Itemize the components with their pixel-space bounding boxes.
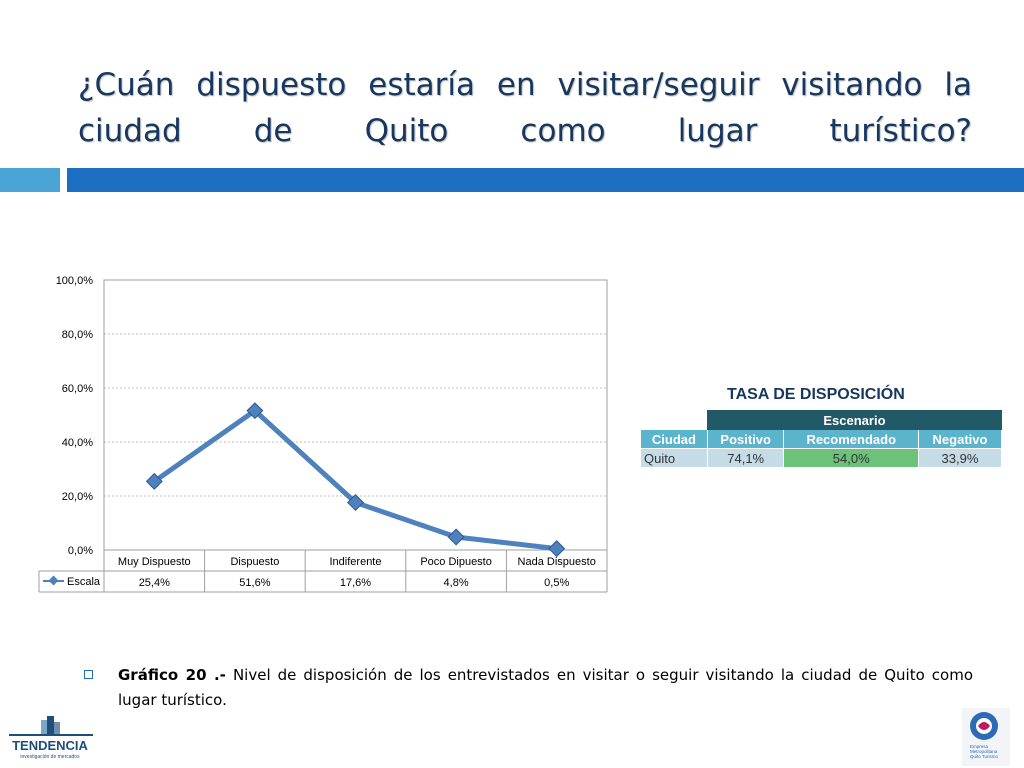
tasa-header-row: Ciudad Positivo Recomendado Negativo (640, 429, 1003, 449)
data-label: 4,8% (444, 577, 469, 589)
legend-marker-icon (48, 575, 59, 586)
data-point (145, 472, 163, 490)
data-label: 51,6% (239, 577, 270, 589)
y-tick-label: 0,0% (68, 545, 93, 557)
tasa-header-recomendado: Recomendado (783, 429, 919, 449)
series-escala (145, 402, 566, 558)
x-category-label: Indiferente (330, 556, 382, 568)
tasa-escenario-header: Escenario (706, 410, 1003, 430)
data-label: 25,4% (139, 577, 170, 589)
tasa-header-negativo: Negativo (917, 429, 1003, 449)
quito-logo-line-2: Metropolitana (970, 749, 998, 754)
slide-title: ¿Cuán dispuesto estaría en visitar/segui… (78, 67, 972, 149)
y-tick-label: 100,0% (56, 275, 94, 287)
tendencia-logo: TENDENCIA investigación de mercados (9, 716, 93, 760)
caption-text: Nivel de disposición de los entrevistado… (118, 666, 974, 709)
tendencia-logo-subtitle: investigación de mercados (20, 754, 80, 760)
tasa-escenario-row: Escenario (641, 410, 1003, 430)
tasa-header-ciudad: Ciudad (640, 429, 708, 449)
series-line (151, 408, 560, 552)
tendencia-logo-name: TENDENCIA (12, 738, 88, 753)
x-category-label: Poco Dipuesto (420, 556, 492, 568)
y-tick-label: 80,0% (62, 329, 93, 341)
data-point (347, 493, 364, 511)
tasa-recomendado: 54,0% (783, 448, 919, 468)
title-accent-bar-small (0, 168, 60, 192)
quito-logo-line-3: Quito Turismo (970, 754, 999, 759)
chart-caption: Gráfico 20 .- Nivel de disposición de lo… (118, 663, 973, 713)
chart-data-table: Muy Dispuesto Dispuesto Indiferente Poco Di… (38, 549, 608, 593)
title-accent-bar (67, 168, 1024, 192)
data-label: 0,5% (544, 577, 569, 589)
chart-grid (104, 333, 607, 497)
tasa-header-positivo: Positivo (706, 429, 785, 449)
data-point (447, 528, 465, 546)
y-axis-ticks: 0,0% 20,0% 40,0% 60,0% 80,0% 100,0% (56, 275, 94, 557)
y-tick-label: 20,0% (62, 491, 93, 503)
x-category-label: Nada Dispuesto (518, 556, 596, 568)
x-category-label: Dispuesto (230, 556, 279, 568)
caption-bold: Gráfico 20 .- (118, 666, 226, 684)
tasa-negativo: 33,9% (917, 448, 1003, 468)
tasa-positivo: 74,1% (706, 448, 785, 468)
y-tick-label: 60,0% (62, 383, 93, 395)
quito-logo-line-1: Empresa (970, 744, 989, 749)
data-label: 17,6% (340, 577, 371, 589)
legend-label: Escala (67, 576, 101, 588)
tasa-table: Escenario Ciudad Positivo Recomendado Ne… (640, 410, 1003, 468)
tasa-title: TASA DE DISPOSICIÓN (727, 386, 905, 403)
data-point (246, 402, 264, 420)
y-tick-label: 40,0% (62, 437, 93, 449)
data-point (548, 540, 566, 558)
tasa-empty-cell (641, 411, 708, 430)
tasa-data-row: Quito 74,1% 54,0% 33,9% (640, 448, 1003, 468)
quito-turismo-logo: Empresa Metropolitana Quito Turismo (962, 708, 1010, 766)
line-chart: 0,0% 20,0% 40,0% 60,0% 80,0% 100,0% Muy Dispu… (38, 275, 608, 593)
x-category-label: Muy Dispuesto (118, 556, 191, 568)
bullet-icon (84, 670, 93, 679)
tasa-city: Quito (640, 448, 708, 468)
